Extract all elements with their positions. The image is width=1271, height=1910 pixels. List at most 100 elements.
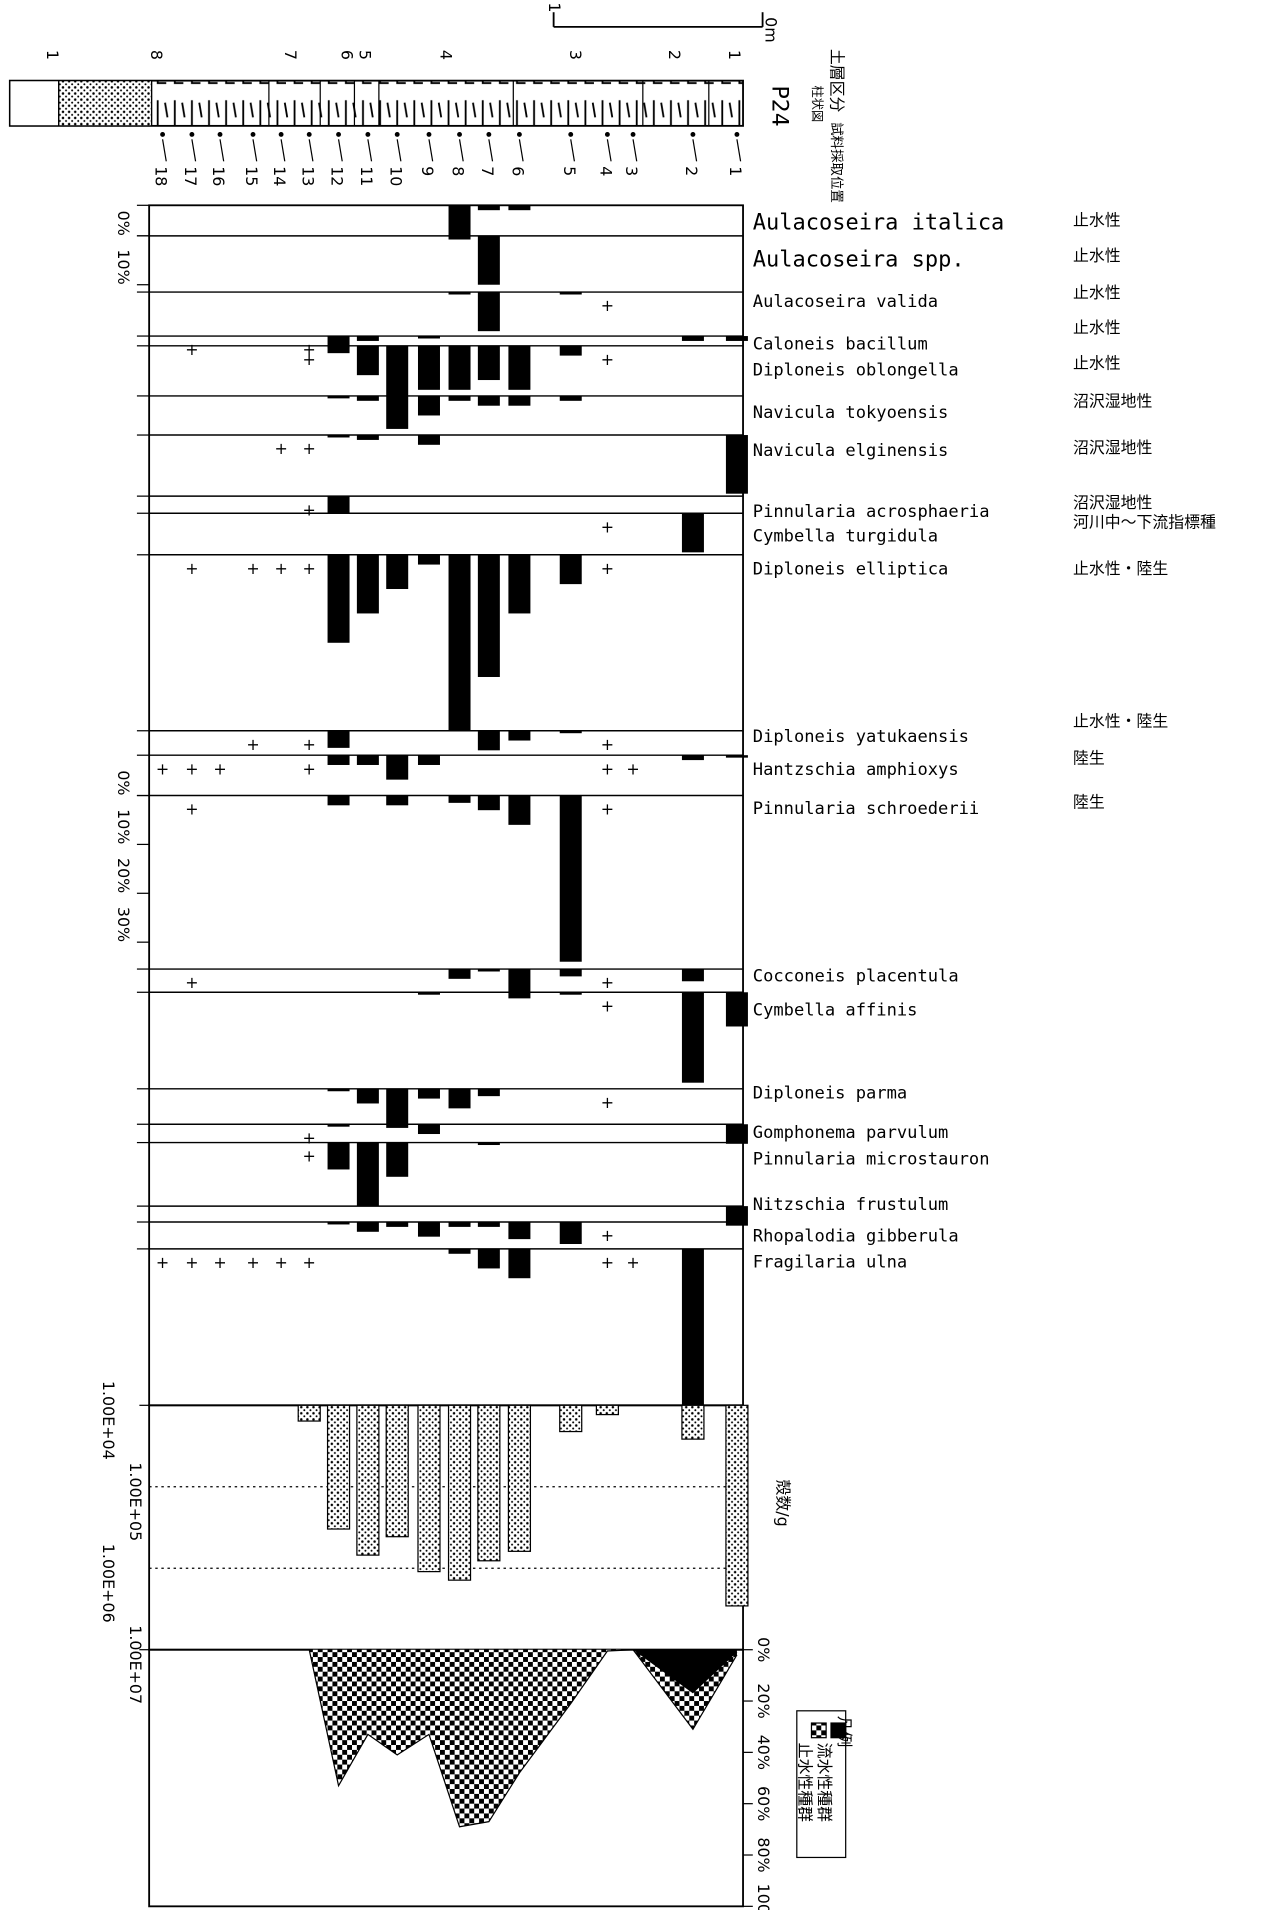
bar <box>682 336 704 341</box>
y-tick-label: 30% <box>114 907 133 942</box>
y-tick-label: 10% <box>114 249 133 284</box>
sample-label: 9 <box>418 166 437 176</box>
legend-swatch <box>811 1723 826 1738</box>
present-mark: + <box>601 973 614 992</box>
layer-label: 3 <box>566 50 585 60</box>
bar <box>328 755 350 765</box>
bar <box>386 1405 408 1536</box>
habitat-label: 沼沢湿地性 <box>1073 438 1153 457</box>
y-tick-label: 1.00E+06 <box>99 1544 118 1623</box>
present-mark: + <box>185 340 198 359</box>
present-mark: + <box>185 559 198 578</box>
bar <box>449 292 471 294</box>
sample-point <box>631 132 636 137</box>
taxon-name: Hantzschia amphioxys <box>753 760 959 780</box>
diatom-diagram: 0m 1 P24 土層区分 柱状図 試料採取位置 187654321123456… <box>0 0 1271 1910</box>
present-mark: + <box>601 296 614 315</box>
bar <box>328 1405 350 1529</box>
taxon-name: Cymbella affinis <box>753 1001 918 1021</box>
bar <box>478 292 500 331</box>
legend-label: 流水性種群 <box>815 1743 834 1823</box>
sample-label: 8 <box>449 166 468 176</box>
bar <box>328 1089 350 1091</box>
sample-label: 4 <box>596 166 615 176</box>
present-mark: + <box>303 559 316 578</box>
bar <box>418 555 440 565</box>
sample-leader <box>489 139 493 161</box>
taxon-name: Cocconeis placentula <box>753 966 959 986</box>
habitat-label: 止水性 <box>1073 283 1121 302</box>
bar <box>726 336 748 341</box>
present-mark: + <box>303 1128 316 1147</box>
sample-label: 3 <box>622 166 641 176</box>
sample-point <box>160 132 165 137</box>
layer-label: 4 <box>436 50 455 60</box>
present-mark: + <box>626 759 639 778</box>
row-label: 試料採取位置 <box>828 122 844 203</box>
bar <box>449 1222 471 1227</box>
bar <box>478 236 500 285</box>
bar <box>418 1089 440 1099</box>
sample-label: 17 <box>181 166 200 186</box>
taxon-name: Fragilaria ulna <box>753 1252 907 1272</box>
sample-leader <box>607 139 611 161</box>
bar <box>328 1124 350 1126</box>
sample-point <box>251 132 256 137</box>
taxon-name: Pinnularia microstauron <box>753 1150 990 1170</box>
sample-label: 5 <box>560 166 579 176</box>
sample-label: 15 <box>242 166 261 186</box>
present-mark: + <box>601 759 614 778</box>
bar <box>560 992 582 994</box>
habitat-label: 河川中～下流指標種 <box>1073 513 1216 532</box>
present-mark: + <box>601 1226 614 1245</box>
bar <box>508 396 530 406</box>
sample-leader <box>220 139 224 161</box>
bar <box>508 1222 530 1239</box>
sample-leader <box>281 139 285 161</box>
bar <box>478 731 500 751</box>
legend-label: 止水性種群 <box>796 1743 815 1823</box>
bar <box>478 969 500 971</box>
taxon-name: Diploneis oblongella <box>753 360 959 380</box>
bar <box>478 555 500 677</box>
present-mark: + <box>601 1253 614 1272</box>
layer-label: 8 <box>147 50 166 60</box>
bar <box>508 555 530 614</box>
sample-leader <box>163 139 167 161</box>
sample-leader <box>460 139 464 161</box>
present-mark: + <box>601 517 614 536</box>
sample-label: 11 <box>357 166 376 186</box>
sample-label: 13 <box>298 166 317 186</box>
bar <box>726 992 748 1026</box>
bar <box>357 1143 379 1207</box>
bar <box>357 1405 379 1555</box>
bar <box>418 1405 440 1571</box>
y-tick-label: 1.00E+07 <box>126 1625 145 1704</box>
bar <box>508 1249 530 1278</box>
y-tick-label: 100% <box>754 1884 773 1910</box>
taxon-name: Caloneis bacillum <box>753 335 928 355</box>
present-mark: + <box>303 1147 316 1166</box>
present-mark: + <box>601 1093 614 1112</box>
habitat-label: 沼沢湿地性 <box>1073 392 1153 411</box>
bar <box>449 1405 471 1580</box>
bar <box>682 1249 704 1405</box>
bar <box>449 1249 471 1254</box>
bar <box>328 336 350 353</box>
bar <box>328 731 350 748</box>
bar <box>478 396 500 406</box>
taxon-name: Diploneis yatukaensis <box>753 727 969 747</box>
y-tick-label: 1.00E+04 <box>99 1381 118 1460</box>
bar <box>726 1405 748 1606</box>
bar <box>596 1405 618 1414</box>
sample-label: 1 <box>726 166 745 176</box>
sample-leader <box>368 139 372 161</box>
present-mark: + <box>246 735 259 754</box>
bar <box>560 346 582 356</box>
present-mark: + <box>185 800 198 819</box>
layer-label: 6 <box>337 50 356 60</box>
sample-label: 10 <box>386 166 405 186</box>
bar <box>508 731 530 741</box>
bar <box>386 346 408 429</box>
bar <box>418 755 440 765</box>
